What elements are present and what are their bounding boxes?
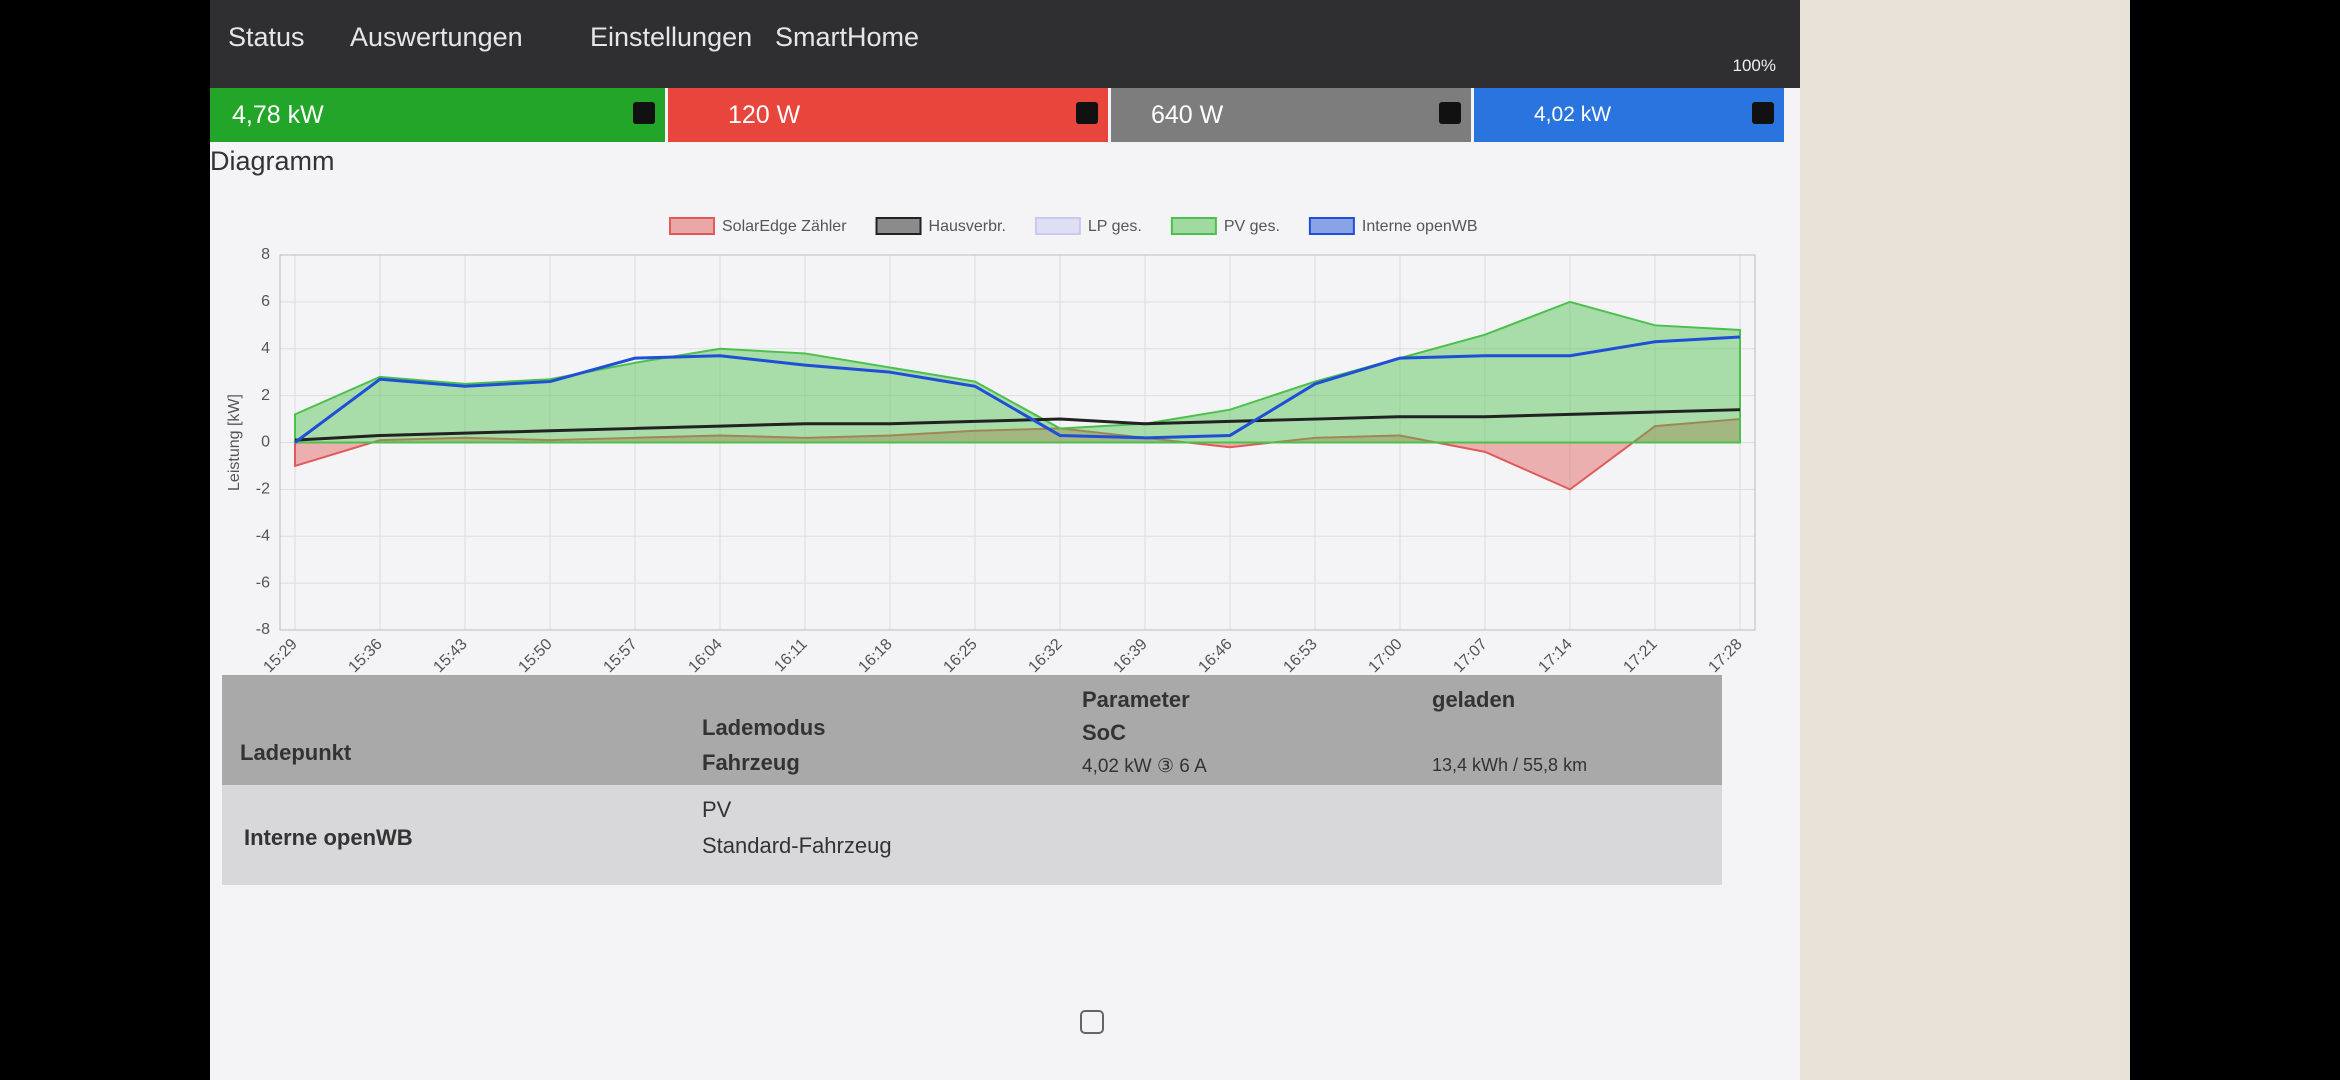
house-tile[interactable]: 640 W: [1111, 88, 1471, 142]
legend-label: Hausverbr.: [929, 218, 1006, 235]
legend-swatch: [1308, 217, 1355, 235]
legend-label: Interne openWB: [1362, 218, 1478, 235]
plot-frame: [279, 254, 1756, 631]
y-tick-label: -2: [256, 481, 270, 498]
header-lademodus: Lademodus: [702, 715, 826, 740]
row-geladen: 13,4 kWh / 55,8 km: [1432, 755, 1588, 775]
pv-power: 4,78 kW: [232, 101, 324, 129]
line: [294, 335, 1741, 444]
x-tick-label: 16:32: [1025, 636, 1065, 676]
x-tick-label: 16:53: [1280, 636, 1320, 676]
expand[interactable]: [1752, 102, 1774, 124]
x-tick-label: 16:04: [685, 636, 725, 676]
x-tick-label: 15:29: [260, 636, 300, 676]
x-tick-label: 17:28: [1705, 636, 1745, 676]
x-tick-label: 17:00: [1365, 636, 1405, 676]
navbar: Status Auswertungen Einstellungen SmartH…: [210, 0, 1800, 88]
grid-tile[interactable]: 120 W: [668, 88, 1108, 142]
diagram-title: Diagramm: [210, 146, 335, 176]
expand[interactable]: [1439, 102, 1461, 124]
y-axis-label: Leistung [kW]: [226, 394, 243, 491]
legend-swatch: [875, 217, 922, 235]
nav-einstellungen[interactable]: Einstellungen: [590, 22, 753, 52]
y-tick-label: -6: [256, 574, 270, 591]
charge-table: Ladepunkt Lademodus Fahrzeug Parameter S…: [222, 675, 1722, 895]
expand[interactable]: [633, 102, 655, 124]
legend-swatch: [1170, 217, 1217, 235]
legend-label: SolarEdge Zähler: [722, 218, 847, 235]
row-ladepunkt: Interne openWB: [244, 825, 413, 850]
home-button[interactable]: [1080, 1010, 1104, 1034]
x-tick-label: 16:18: [855, 636, 895, 676]
pv-tile[interactable]: 4,78 kW: [210, 88, 665, 142]
x-tick-label: 17:21: [1620, 636, 1660, 676]
y-tick-label: 0: [261, 434, 270, 451]
row-parameter: 4,02 kW ③ 6 A: [1082, 756, 1207, 777]
header-fahrzeug: Fahrzeug: [702, 750, 800, 775]
legend-swatch: [1034, 217, 1081, 235]
row-lademodus: PV: [702, 797, 732, 822]
x-tick-label: 16:39: [1110, 636, 1150, 676]
nav-auswertungen[interactable]: Auswertungen: [350, 22, 523, 52]
x-tick-label: 15:43: [430, 636, 470, 676]
y-tick-label: 4: [261, 340, 270, 357]
header-soc: SoC: [1082, 720, 1126, 745]
header-geladen: geladen: [1432, 687, 1516, 712]
x-tick-label: 15:36: [345, 636, 385, 676]
row-fahrzeug: Standard-Fahrzeug: [702, 833, 892, 858]
wall: [1800, 0, 2130, 1080]
x-tick-label: 15:50: [515, 636, 555, 676]
x-tick-label: 16:46: [1195, 636, 1235, 676]
table-header: Ladepunkt Lademodus Fahrzeug Parameter S…: [222, 675, 1722, 785]
y-tick-label: -4: [256, 527, 270, 544]
legend-label: PV ges.: [1224, 218, 1280, 235]
y-tick-label: 8: [261, 246, 270, 263]
house-power: 640 W: [1151, 101, 1224, 129]
nav-smarthome[interactable]: SmartHome: [775, 22, 920, 52]
y-tick-label: 6: [261, 293, 270, 310]
grid-power: 120 W: [728, 101, 801, 129]
x-tick-label: 15:57: [600, 636, 640, 676]
nav-status[interactable]: Status: [228, 22, 305, 52]
x-tick-label: 17:14: [1535, 636, 1575, 676]
charge-tile[interactable]: 4,02 kW: [1474, 88, 1784, 142]
chart: SolarEdge Zähler Hausverbr. LP ges. PV ges.…: [226, 217, 1756, 676]
legend-label: LP ges.: [1088, 218, 1142, 235]
tablet-screen: Status Auswertungen Einstellungen SmartH…: [210, 0, 1800, 1080]
line: [294, 408, 1741, 442]
x-tick-label: 17:07: [1450, 636, 1490, 676]
expand[interactable]: [1076, 102, 1098, 124]
y-tick-label: 2: [261, 387, 270, 404]
table-row[interactable]: Interne openWB PV Standard-Fahrzeug 4,02…: [222, 755, 1722, 885]
x-tick-label: 16:25: [940, 636, 980, 676]
y-tick-label: -8: [256, 621, 270, 638]
header-parameter: Parameter: [1082, 687, 1190, 712]
charge-power: 4,02 kW: [1534, 103, 1612, 126]
battery: 100%: [1732, 56, 1776, 75]
legend-swatch: [669, 217, 715, 235]
x-tick-label: 16:11: [771, 636, 811, 676]
header-ladepunkt: Ladepunkt: [240, 740, 352, 765]
